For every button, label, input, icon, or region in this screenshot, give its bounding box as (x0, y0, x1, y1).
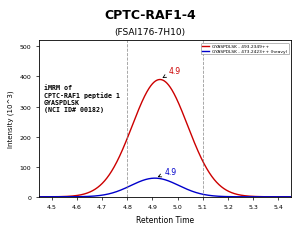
Legend: GYASPDLSK - 493.2349++, GYASPDLSK - 473.2423++ (heavy): GYASPDLSK - 493.2349++, GYASPDLSK - 473.… (201, 44, 289, 55)
Y-axis label: Intensity (10^3): Intensity (10^3) (8, 90, 14, 148)
Text: (FSAI176-7H10): (FSAI176-7H10) (114, 27, 186, 36)
X-axis label: Retention Time: Retention Time (136, 215, 194, 224)
Text: iMRM of
CPTC-RAF1 peptide 1
GYASPDLSK
(NCI ID# 00182): iMRM of CPTC-RAF1 peptide 1 GYASPDLSK (N… (44, 85, 120, 113)
Text: 4.9: 4.9 (158, 167, 177, 177)
Text: CPTC-RAF1-4: CPTC-RAF1-4 (104, 9, 196, 22)
Text: 4.9: 4.9 (163, 67, 181, 78)
